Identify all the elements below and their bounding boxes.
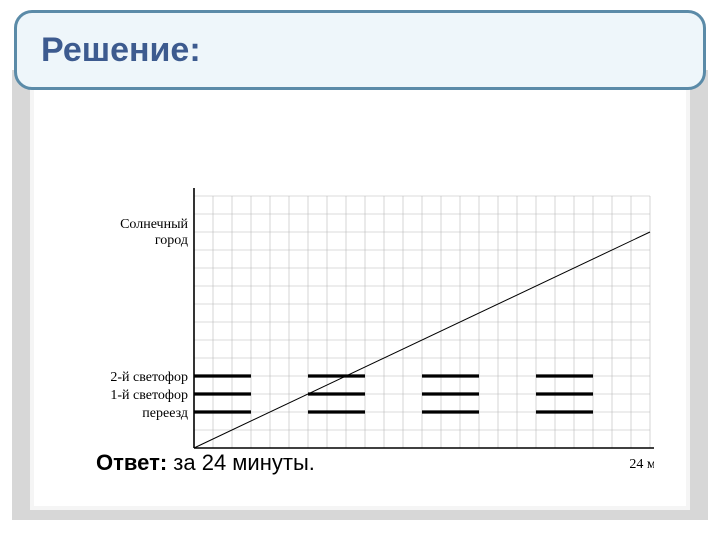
title-text: Решение:	[41, 31, 201, 70]
svg-text:Солнечный: Солнечный	[120, 217, 188, 232]
slide-root: Солнечныйгород 2-й светофор 1-й светофор пе…	[0, 0, 720, 540]
answer-line: Ответ: за 24 минуты.	[96, 450, 315, 476]
chart-svg: Солнечныйгород 2-й светофор 1-й светофор пе…	[94, 188, 654, 488]
answer-label: Ответ:	[96, 450, 167, 475]
svg-text:24 мин: 24 мин	[629, 457, 654, 472]
outer-frame: Солнечныйгород 2-й светофор 1-й светофор пе…	[12, 70, 708, 520]
chart-container: Солнечныйгород 2-й светофор 1-й светофор пе…	[94, 188, 654, 488]
answer-text: за 24 минуты.	[167, 450, 315, 475]
title-box: Решение:	[14, 10, 706, 90]
svg-text:1-й светофор: 1-й светофор	[110, 388, 188, 403]
svg-text:переезд: переезд	[142, 406, 188, 421]
svg-text:2-й светофор: 2-й светофор	[110, 370, 188, 385]
content-area: Солнечныйгород 2-й светофор 1-й светофор пе…	[34, 78, 686, 506]
svg-text:город: город	[155, 233, 188, 248]
